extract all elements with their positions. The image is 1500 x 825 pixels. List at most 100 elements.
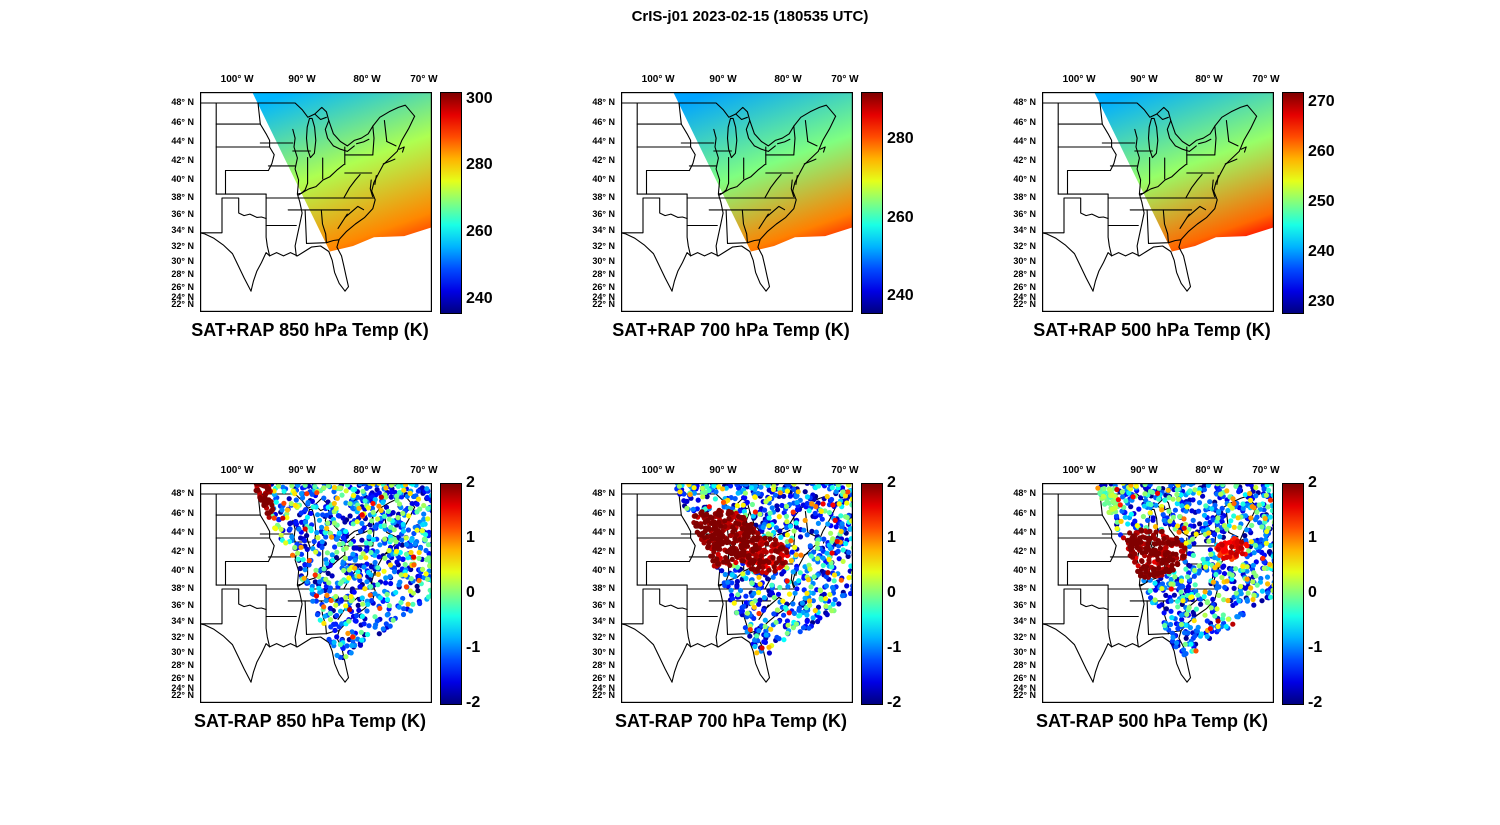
colorbar-tick-label: -2	[1308, 694, 1323, 711]
lat-tick-label: 36° N	[171, 208, 194, 219]
lat-tick-label: 34° N	[1013, 616, 1036, 627]
colorbar-tick-label: 1	[1308, 529, 1317, 546]
panel-title: SAT-RAP 850 hPa Temp (K)	[193, 711, 427, 731]
colorbar-tick-label: 0	[466, 584, 475, 601]
colorbar	[440, 92, 462, 314]
lat-tick-label: 36° N	[1013, 208, 1036, 219]
lat-tick-label: 42° N	[592, 155, 615, 166]
lat-tick-label: 44° N	[1013, 136, 1036, 147]
colorbar-tick-label: 280	[466, 156, 493, 174]
map-panel-4: 100° W 90° W 80° W 70° W 48° N 46° N 44° N 42° …	[144, 455, 542, 747]
difference-dots	[1095, 483, 1274, 658]
lat-tick-label: 34° N	[171, 616, 194, 627]
lat-tick-label: 44° N	[171, 527, 194, 538]
plot-border	[200, 92, 432, 312]
lat-tick-label: 32° N	[171, 631, 194, 642]
lat-tick-label: 42° N	[171, 546, 194, 557]
colorbar	[861, 92, 883, 314]
lon-tick-label: 70° W	[410, 465, 438, 476]
lat-tick-label: 30° N	[592, 646, 615, 657]
lat-tick-label: 46° N	[592, 116, 615, 127]
satellite-swath-field	[1094, 92, 1274, 252]
lon-tick-label: 100° W	[1062, 465, 1096, 476]
state-boundaries	[200, 102, 416, 292]
lon-tick-label: 80° W	[353, 74, 381, 85]
panel-title: SAT+RAP 700 hPa Temp (K)	[612, 320, 850, 340]
lat-tick-label: 32° N	[171, 240, 194, 251]
colorbar-tick-label: 270	[1308, 93, 1335, 110]
lat-tick-label: 26° N	[171, 281, 194, 292]
lat-tick-label: 40° N	[1013, 564, 1036, 575]
lon-tick-label: 100° W	[220, 465, 254, 476]
colorbar-tick-label: 2	[1308, 474, 1317, 491]
lat-tick-label: 40° N	[171, 564, 194, 575]
lat-tick-label: 32° N	[592, 240, 615, 251]
lon-tick-label: 90° W	[288, 74, 316, 85]
lat-tick-label: 44° N	[1013, 527, 1036, 538]
lon-tick-label: 90° W	[709, 74, 737, 85]
colorbar-tick-label: 0	[1308, 584, 1317, 601]
colorbar-tick-label: -2	[466, 694, 481, 711]
difference-dots	[253, 483, 432, 661]
colorbar-tick-label: 260	[466, 223, 493, 240]
lat-tick-label: 44° N	[171, 136, 194, 147]
satellite-swath-field	[252, 92, 432, 252]
lat-tick-label: 28° N	[1013, 269, 1036, 280]
lat-tick-label: 22° N	[592, 690, 615, 701]
lat-tick-label: 40° N	[592, 564, 615, 575]
lon-tick-label: 80° W	[774, 465, 802, 476]
lat-tick-label: 24° N	[592, 292, 615, 303]
difference-map	[1042, 483, 1274, 703]
colorbar-tick-label: 250	[1308, 193, 1335, 210]
lat-tick-label: 40° N	[592, 173, 615, 184]
lon-tick-label: 80° W	[353, 465, 381, 476]
lon-tick-label: 70° W	[410, 74, 438, 85]
plot-border	[621, 92, 853, 312]
map-panel-6: 100° W 90° W 80° W 70° W 48° N 46° N 44° N 42° …	[986, 455, 1384, 747]
lon-tick-label: 100° W	[641, 465, 675, 476]
lon-tick-label: 70° W	[831, 465, 859, 476]
lat-tick-label: 34° N	[592, 225, 615, 236]
lat-tick-label: 36° N	[592, 599, 615, 610]
lat-tick-label: 30° N	[171, 255, 194, 266]
colorbar-tick-label: 240	[1308, 243, 1335, 260]
figure-title: CrIS-j01 2023-02-15 (180535 UTC)	[631, 8, 869, 25]
lat-tick-label: 42° N	[1013, 155, 1036, 166]
lat-tick-label: 28° N	[171, 660, 194, 671]
lon-tick-label: 80° W	[1195, 465, 1223, 476]
map-panel-1: 100° W 90° W 80° W 70° W 48° N 46° N 44° N 42° …	[144, 64, 542, 356]
colorbar-tick-label: -2	[887, 694, 902, 711]
lat-tick-label: 22° N	[171, 690, 194, 701]
colorbar-tick-label: -1	[1308, 639, 1323, 656]
state-boundaries	[621, 102, 837, 292]
lon-tick-label: 70° W	[1252, 74, 1280, 85]
lat-tick-label: 38° N	[592, 582, 615, 593]
lat-tick-label: 28° N	[171, 269, 194, 280]
temperature-map	[200, 92, 432, 312]
lat-tick-label: 22° N	[1013, 690, 1036, 701]
lat-tick-label: 38° N	[171, 191, 194, 202]
lat-tick-label: 46° N	[171, 507, 194, 518]
lon-tick-label: 70° W	[1252, 465, 1280, 476]
lat-tick-label: 42° N	[1013, 546, 1036, 557]
map-panel-3: 100° W 90° W 80° W 70° W 48° N 46° N 44° N 42° …	[986, 64, 1384, 356]
map-panel-5: 100° W 90° W 80° W 70° W 48° N 46° N 44° N 42° …	[565, 455, 963, 747]
plot-border	[621, 483, 853, 703]
lat-tick-label: 28° N	[592, 660, 615, 671]
map-panel-2: 100° W 90° W 80° W 70° W 48° N 46° N 44° N 42° …	[565, 64, 963, 356]
lat-tick-label: 28° N	[1013, 660, 1036, 671]
difference-map	[621, 483, 853, 703]
colorbar-tick-label: 240	[887, 287, 914, 305]
lat-tick-label: 36° N	[592, 208, 615, 219]
colorbar	[861, 483, 883, 705]
temperature-map	[621, 92, 853, 312]
lat-tick-label: 38° N	[1013, 582, 1036, 593]
lon-tick-label: 90° W	[1130, 74, 1158, 85]
lat-tick-label: 36° N	[171, 599, 194, 610]
lat-tick-label: 38° N	[1013, 191, 1036, 202]
lat-tick-label: 32° N	[1013, 631, 1036, 642]
lat-tick-label: 48° N	[171, 487, 194, 498]
lon-tick-label: 80° W	[1195, 74, 1223, 85]
plot-border	[1042, 483, 1274, 703]
